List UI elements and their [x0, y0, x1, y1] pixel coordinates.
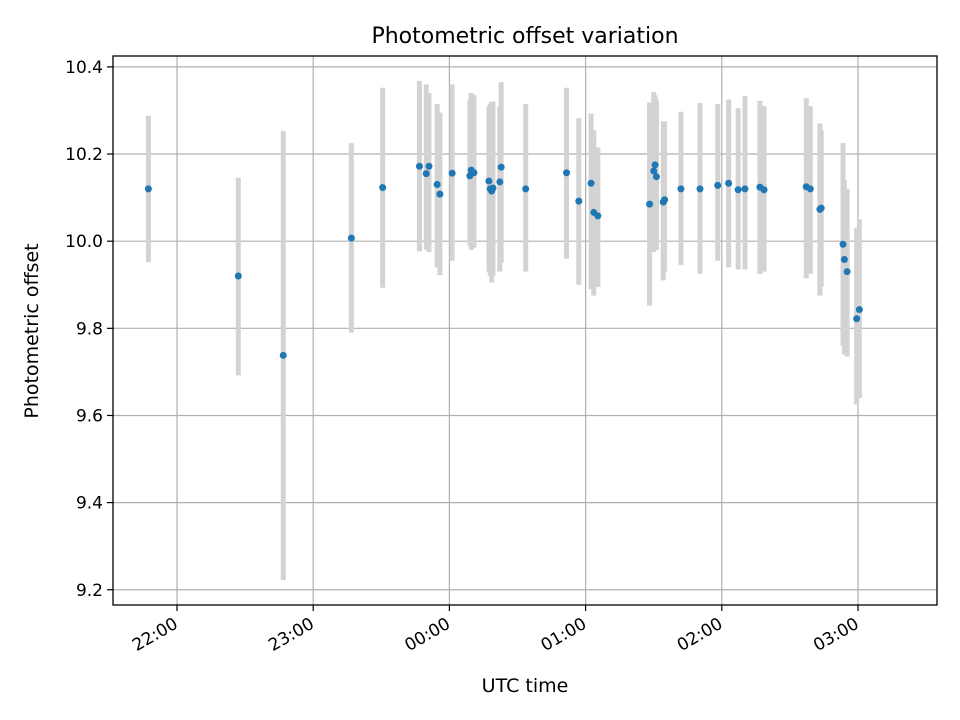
data-point	[714, 181, 722, 189]
data-point	[677, 185, 685, 193]
data-point	[840, 255, 848, 263]
data-point	[422, 170, 430, 178]
data-point	[575, 197, 583, 205]
data-point	[652, 173, 660, 181]
data-point	[853, 315, 861, 323]
data-point	[817, 204, 825, 212]
y-tick-label: 10.2	[65, 145, 103, 165]
data-point	[587, 179, 595, 187]
y-tick-label: 9.8	[76, 319, 103, 339]
data-point	[843, 268, 851, 276]
error-bars	[145, 80, 862, 581]
x-tick-label: 23:00	[265, 614, 317, 656]
data-point	[651, 161, 659, 169]
y-tick-label: 10.0	[65, 232, 103, 252]
x-tick-label: 03:00	[810, 614, 862, 656]
data-point	[470, 169, 478, 177]
y-tick-label: 9.6	[76, 406, 103, 426]
data-point	[839, 240, 847, 248]
data-point	[415, 162, 423, 170]
data-point	[497, 163, 505, 171]
data-point	[734, 186, 742, 194]
data-point	[425, 162, 433, 170]
data-point	[496, 178, 504, 186]
x-axis-label: UTC time	[482, 675, 569, 697]
chart-title: Photometric offset variation	[371, 24, 678, 49]
data-point	[696, 185, 704, 193]
data-point	[646, 200, 654, 208]
data-point	[485, 177, 493, 185]
data-point	[661, 196, 669, 204]
data-point	[725, 179, 733, 187]
y-tick-label: 9.4	[76, 494, 103, 514]
data-point	[379, 184, 387, 192]
data-point	[448, 169, 456, 177]
y-tick-label: 10.4	[65, 58, 103, 78]
data-point	[855, 306, 863, 314]
data-point	[760, 186, 768, 194]
y-tick-label: 9.2	[76, 581, 103, 601]
x-tick-label: 02:00	[674, 614, 726, 656]
x-axis-ticks: 22:00 23:00 00:00 01:00 02:00 03:00	[129, 605, 863, 656]
data-point	[144, 185, 152, 193]
data-points	[144, 161, 863, 359]
data-point	[741, 185, 749, 193]
data-point	[522, 185, 530, 193]
data-point	[347, 234, 355, 242]
x-tick-label: 00:00	[401, 614, 453, 656]
data-point	[594, 212, 602, 220]
plot-area-frame	[112, 55, 938, 606]
x-tick-label: 22:00	[129, 614, 181, 656]
data-point	[806, 185, 814, 193]
data-point	[234, 272, 242, 280]
data-point	[563, 169, 571, 177]
data-point	[279, 351, 287, 359]
data-point	[650, 167, 658, 175]
x-tick-label: 01:00	[538, 614, 590, 656]
y-axis-ticks: 9.2 9.4 9.6 9.8 10.0 10.2 10.4	[65, 58, 113, 601]
data-point	[489, 184, 497, 192]
y-axis-label: Photometric offset	[21, 243, 43, 418]
data-point	[436, 190, 444, 198]
data-point	[433, 181, 441, 189]
